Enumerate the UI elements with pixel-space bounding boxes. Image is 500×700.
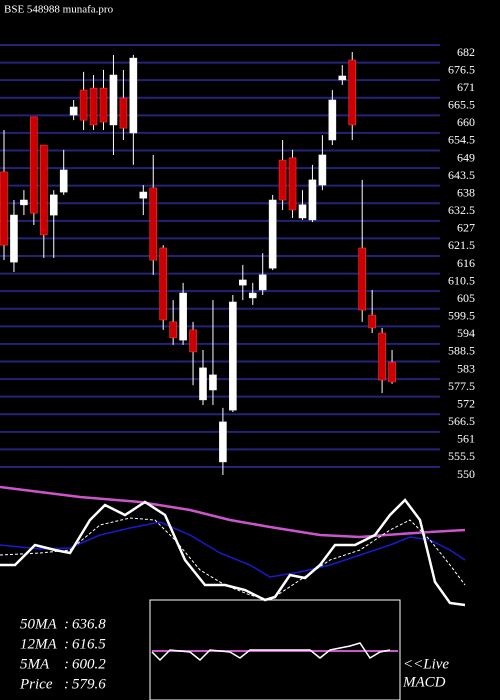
candle-body	[179, 292, 187, 341]
y-tick-label: 572	[457, 396, 475, 410]
indicator-value: 579.6	[72, 676, 106, 692]
candle-body	[139, 191, 148, 199]
candle-body	[149, 187, 158, 261]
candle-body	[59, 169, 68, 193]
indicator-lines	[0, 485, 466, 607]
candle-body	[258, 274, 267, 291]
y-tick-label: 654.5	[448, 133, 475, 147]
candle-body	[348, 59, 357, 126]
indicator-sep: :	[64, 636, 69, 652]
y-tick-label: 566.5	[448, 414, 475, 428]
candle-body	[209, 374, 217, 391]
candle-body	[388, 361, 396, 383]
y-tick-label: 605	[457, 291, 475, 305]
candle-body	[318, 154, 327, 186]
indicator-value: 600.2	[72, 656, 106, 672]
candle-body	[99, 87, 108, 123]
y-tick-label: 627	[457, 221, 475, 235]
candle-body	[288, 157, 297, 211]
candle-body	[109, 74, 118, 126]
candle-body	[69, 106, 78, 116]
y-tick-label: 665.5	[448, 98, 475, 112]
y-tick-label: 588.5	[448, 344, 475, 358]
candle-body	[239, 279, 247, 286]
candle-body	[308, 179, 317, 221]
indicator-sep: :	[64, 616, 69, 632]
y-tick-label: 660	[457, 115, 475, 129]
indicator-name: 5MA	[20, 656, 50, 672]
macd-signal	[151, 642, 391, 662]
candle-body	[219, 421, 227, 463]
candle-body	[169, 321, 177, 339]
y-tick-label: 621.5	[448, 238, 475, 252]
candle-body	[119, 97, 128, 129]
y-tick-label: 550	[457, 467, 475, 481]
candle-body	[368, 314, 376, 329]
candle-body	[189, 329, 197, 353]
macd-panel	[149, 599, 401, 700]
candle-body	[129, 57, 138, 134]
y-tick-label: 561	[457, 432, 475, 446]
candle-body	[338, 75, 347, 81]
y-tick-label: 583	[457, 361, 475, 375]
indicator-value: 616.5	[72, 636, 106, 652]
candle-body	[358, 247, 367, 311]
candle-body	[89, 87, 98, 126]
y-tick-label: 599.5	[448, 309, 475, 323]
y-tick-label: 671	[457, 80, 475, 94]
candle-body	[79, 89, 88, 121]
indicator-value: 636.8	[72, 616, 106, 632]
candle-body	[0, 171, 8, 246]
y-tick-label: 643.5	[448, 168, 475, 182]
panel-label: MACD	[402, 674, 446, 690]
indicator-sep: :	[64, 656, 69, 672]
panel-label: <<Live	[403, 656, 449, 672]
candle-body	[378, 332, 386, 381]
y-tick-label: 555.5	[448, 449, 475, 463]
candle-body	[10, 214, 18, 263]
y-tick-label: 632.5	[448, 203, 475, 217]
candle-body	[20, 199, 28, 206]
indicator-name: Price	[19, 676, 53, 692]
candle-body	[268, 199, 277, 269]
y-tick-label: 594	[457, 326, 475, 340]
y-tick-label: 676.5	[448, 62, 475, 76]
indicator-name: 50MA	[20, 616, 57, 632]
candle-body	[49, 194, 58, 216]
y-tick-label: 682	[457, 45, 475, 59]
indicator-name: 12MA	[20, 636, 57, 652]
y-tick-label: 577.5	[448, 379, 475, 393]
y-tick-label: 649	[457, 150, 475, 164]
candle-body	[328, 99, 337, 141]
candle-body	[229, 301, 237, 411]
indicator-sep: :	[64, 676, 69, 692]
chart-title: BSE 548988 munafa.pro	[4, 4, 114, 16]
candle-body	[159, 247, 167, 321]
y-tick-label: 638	[457, 185, 475, 199]
candle-body	[39, 144, 48, 236]
candle-body	[248, 292, 257, 299]
candle-body	[278, 159, 287, 201]
y-tick-label: 610.5	[448, 273, 475, 287]
candle-body	[199, 367, 207, 401]
candle-body	[30, 116, 38, 214]
candle-body	[298, 204, 307, 219]
y-tick-label: 616	[457, 256, 475, 270]
